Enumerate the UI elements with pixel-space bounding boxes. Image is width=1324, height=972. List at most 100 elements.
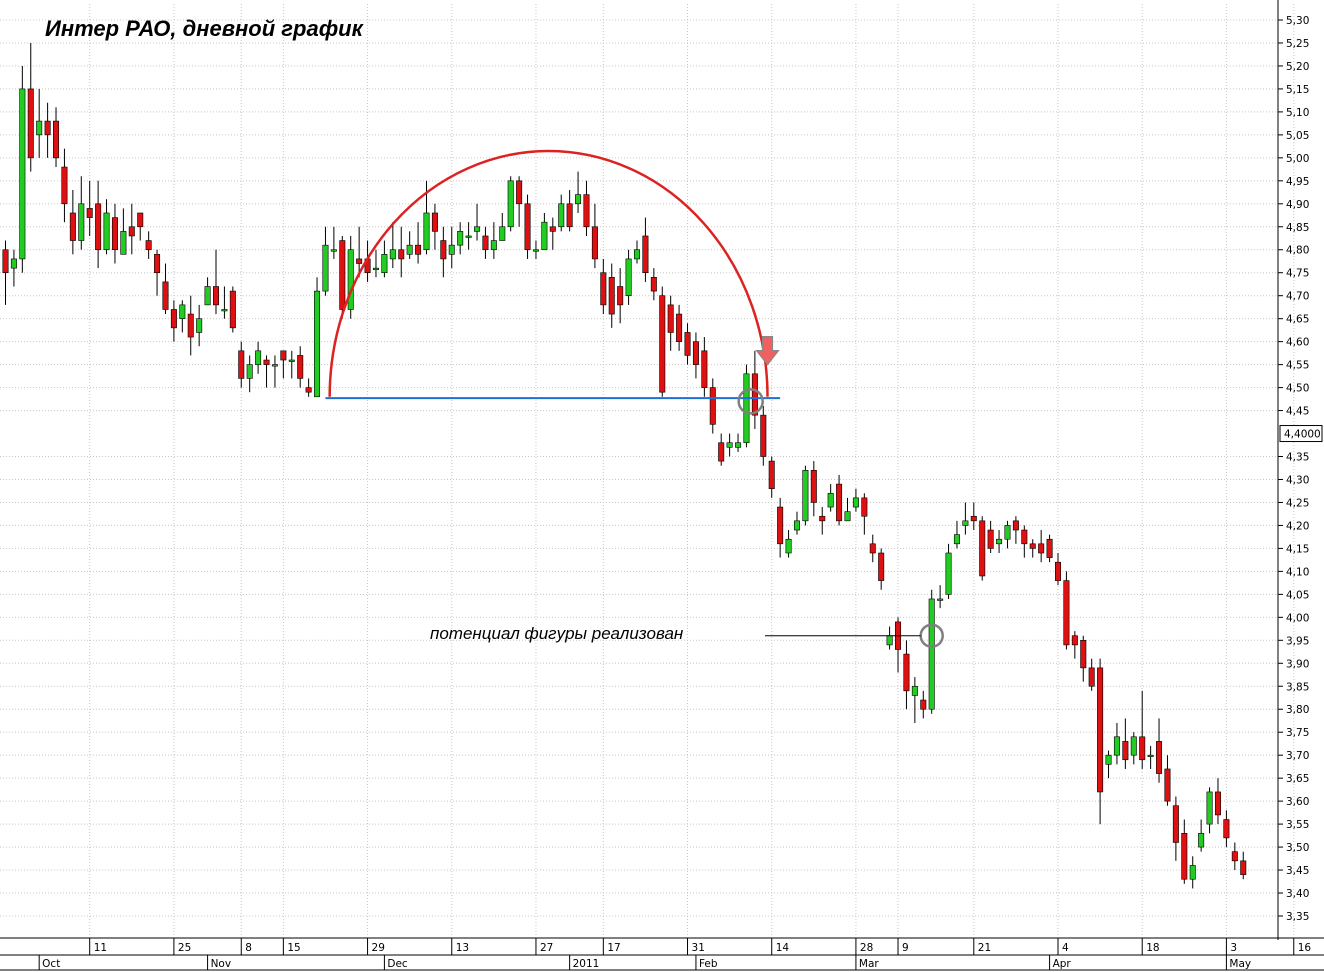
candle-down <box>1021 529 1028 545</box>
candle-down <box>836 483 843 522</box>
candle-up <box>827 492 834 508</box>
x-month-label: Apr <box>1053 958 1072 970</box>
candle-down <box>861 497 868 517</box>
candle-up <box>844 511 851 522</box>
candle-down <box>600 272 607 306</box>
candle-down <box>1231 851 1238 862</box>
candle-down <box>701 350 708 388</box>
y-tick-label: 4,90 <box>1286 199 1309 211</box>
candle-down <box>398 249 405 260</box>
y-tick-label: 4,70 <box>1286 291 1309 303</box>
candle-down <box>979 520 986 577</box>
candle-up <box>1189 865 1196 880</box>
rounding-top-arc <box>328 149 769 397</box>
candle-down <box>692 341 699 365</box>
candle-down <box>970 515 977 522</box>
candle-up <box>953 534 960 545</box>
candle-down <box>591 226 598 260</box>
candle-down <box>1071 635 1078 646</box>
y-tick-label: 4,55 <box>1286 360 1309 372</box>
candle-up <box>474 226 481 232</box>
x-tick-label: 18 <box>1146 942 1159 954</box>
candle-down <box>95 203 102 251</box>
candle-up <box>271 364 278 367</box>
candle-down <box>431 212 438 232</box>
y-tick-label: 5,20 <box>1286 61 1309 73</box>
candle-down <box>549 226 556 232</box>
candle-down <box>516 180 523 205</box>
candle-down <box>1038 543 1045 554</box>
x-tick-label: 8 <box>245 942 252 954</box>
candle-down <box>760 414 767 457</box>
candle-down <box>768 460 775 489</box>
candle-up <box>726 442 733 448</box>
candle-down <box>2 249 9 274</box>
y-tick-label: 5,10 <box>1286 107 1309 119</box>
candle-up <box>36 120 43 136</box>
candle-up <box>389 249 396 260</box>
y-tick-label: 3,80 <box>1286 704 1309 716</box>
candle-up <box>785 538 792 554</box>
candle-down <box>1029 543 1036 549</box>
candle-up <box>204 286 211 306</box>
candle-up <box>19 88 26 260</box>
candle-up <box>120 231 127 255</box>
x-tick-label: 29 <box>372 942 385 954</box>
candle-up <box>743 373 750 444</box>
last-price-label: 4,4000 <box>1284 429 1321 441</box>
candle-up <box>802 469 809 522</box>
candle-down <box>170 309 177 329</box>
candle-down <box>482 235 489 251</box>
x-tick-label: 28 <box>860 942 873 954</box>
candle-down <box>213 286 220 306</box>
candle-down <box>659 295 666 393</box>
candle-down <box>524 203 531 251</box>
candle-down <box>1046 538 1053 558</box>
y-tick-label: 3,45 <box>1286 865 1309 877</box>
breakdown-arrow <box>755 336 780 366</box>
y-tick-label: 3,50 <box>1286 842 1309 854</box>
candle-up <box>255 350 262 365</box>
x-tick-label: 14 <box>776 942 790 954</box>
y-tick-label: 4,65 <box>1286 314 1309 326</box>
candle-down <box>305 387 312 393</box>
y-tick-label: 3,35 <box>1286 911 1309 923</box>
y-tick-label: 3,75 <box>1286 727 1309 739</box>
x-month-label: Nov <box>211 958 232 970</box>
candle-down <box>1181 832 1188 880</box>
y-tick-label: 4,60 <box>1286 337 1309 349</box>
candle-down <box>1055 561 1062 581</box>
candle-down <box>229 290 236 329</box>
y-tick-label: 4,80 <box>1286 245 1309 257</box>
candle-up <box>962 520 969 526</box>
candle-up <box>996 538 1003 545</box>
x-tick-label: 17 <box>607 942 620 954</box>
candle-down <box>650 277 657 292</box>
candle-down <box>608 277 615 315</box>
candle-down <box>751 373 758 416</box>
y-tick-label: 5,00 <box>1286 153 1309 165</box>
candle-up <box>10 258 17 269</box>
candle-down <box>869 543 876 554</box>
y-tick-label: 4,30 <box>1286 474 1309 486</box>
candle-down <box>566 203 573 228</box>
candle-up <box>448 244 455 255</box>
candle-up <box>1198 832 1205 848</box>
candle-up <box>735 442 742 448</box>
candle-up <box>246 364 253 379</box>
candle-up <box>532 249 539 252</box>
y-tick-label: 3,70 <box>1286 750 1309 762</box>
candle-up <box>196 318 203 333</box>
candle-up <box>541 221 548 251</box>
candle-up <box>314 290 321 398</box>
candle-down <box>356 258 363 264</box>
candle-down <box>709 387 716 425</box>
candle-down <box>86 208 93 218</box>
breakdown-marker <box>737 388 764 415</box>
candle-up <box>945 552 952 595</box>
candle-up <box>575 194 582 205</box>
y-tick-label: 3,85 <box>1286 681 1309 693</box>
candle-up <box>1105 754 1112 765</box>
